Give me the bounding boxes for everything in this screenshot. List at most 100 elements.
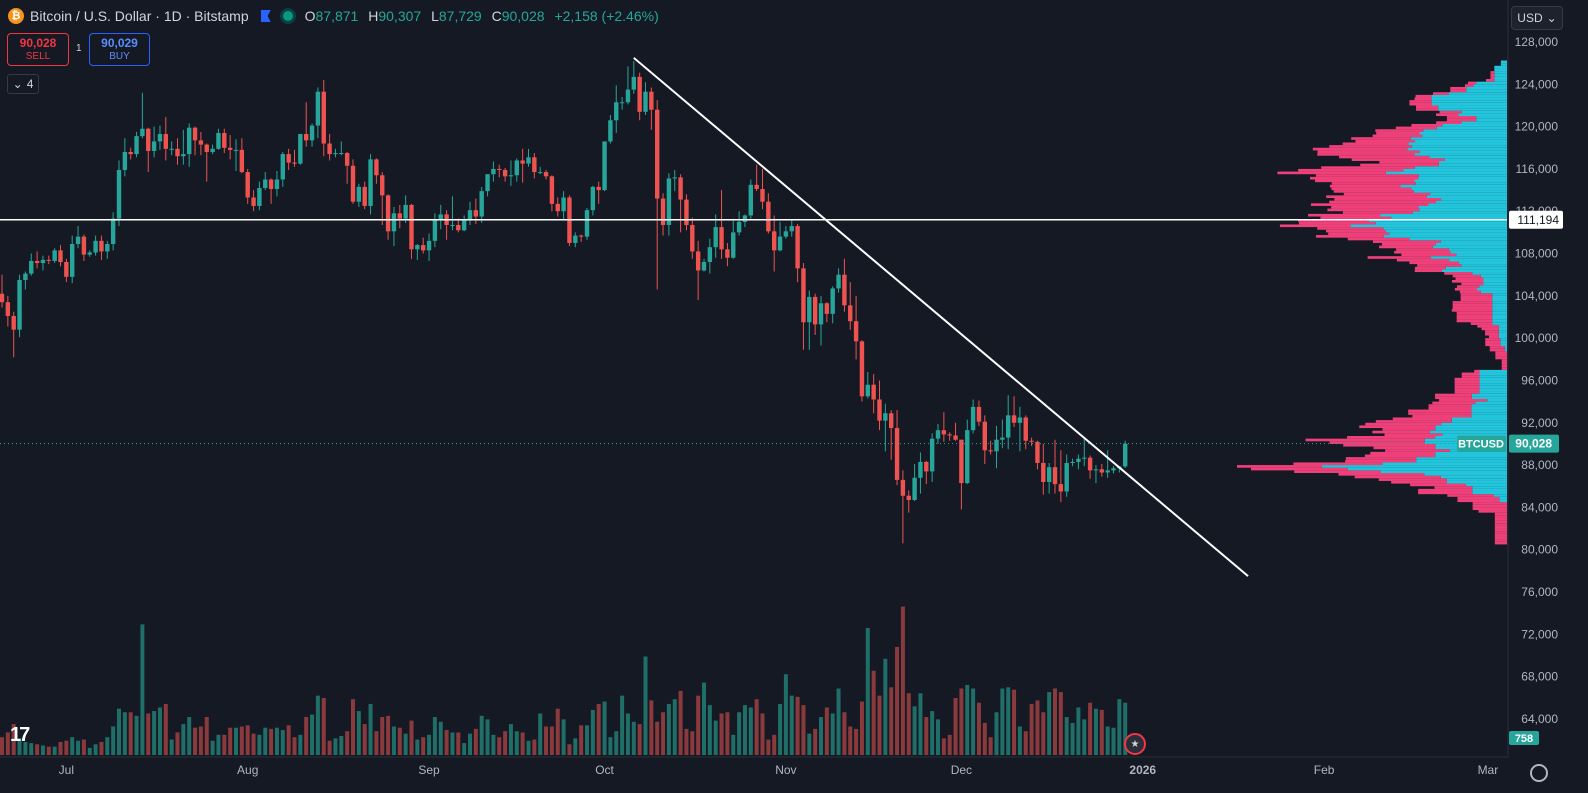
- volume-bar: [286, 725, 291, 755]
- volume-bar: [684, 728, 689, 755]
- order-quantity[interactable]: 1: [76, 43, 82, 54]
- candle-body: [941, 430, 947, 435]
- volume-profile-up-bar: [1504, 346, 1507, 349]
- volume-bar: [924, 717, 929, 755]
- volume-profile-up-bar: [1471, 396, 1507, 399]
- volume-profile-up-bar: [1441, 269, 1507, 273]
- volume-profile-down-bar: [1485, 79, 1495, 82]
- volume-bar: [427, 734, 432, 755]
- volume-profile-up-bar: [1347, 467, 1507, 471]
- volume-bar: [468, 733, 472, 755]
- volume-profile-down-bar: [1455, 277, 1484, 280]
- y-tick-label: 76,000: [1521, 585, 1558, 599]
- volume-profile-up-bar: [1375, 221, 1507, 225]
- volume-profile-up-bar: [1461, 110, 1507, 114]
- candle-body: [959, 439, 964, 484]
- bitcoin-icon: ₿: [8, 8, 24, 24]
- volume-bar: [795, 696, 800, 755]
- volume-profile-down-bar: [1317, 153, 1415, 156]
- candle-body: [543, 172, 549, 177]
- candle-body: [1029, 440, 1034, 442]
- us-flag-event-icon[interactable]: ★: [1124, 733, 1146, 755]
- flag-icon[interactable]: [260, 10, 271, 22]
- sell-button[interactable]: 90,028 SELL: [7, 33, 69, 66]
- volume-bar: [52, 746, 57, 755]
- volume-bar: [251, 733, 256, 755]
- volume-bar: [696, 695, 701, 755]
- volume-bar: [649, 700, 654, 755]
- tradingview-logo-icon[interactable]: 17: [10, 724, 30, 746]
- volume-profile-up-bar: [1431, 97, 1507, 101]
- volume-bar: [5, 732, 10, 755]
- volume-bar: [965, 684, 970, 755]
- candle-body: [374, 159, 379, 176]
- volume-bar: [889, 687, 894, 755]
- volume-bar: [234, 727, 238, 755]
- volume-profile-down-bar: [1454, 377, 1480, 381]
- volume-bar: [292, 737, 297, 755]
- currency-select[interactable]: USD ⌄: [1511, 6, 1563, 30]
- volume-profile-down-bar: [1325, 229, 1386, 233]
- volume-bar: [731, 734, 736, 755]
- volume-profile-down-bar: [1375, 129, 1424, 132]
- candle-body: [187, 127, 192, 155]
- candle-body: [760, 189, 765, 202]
- candle-body: [356, 186, 362, 202]
- volume-bar: [386, 715, 391, 755]
- volume-profile-down-bar: [1334, 198, 1442, 201]
- volume-bar: [625, 713, 630, 755]
- candle-body: [210, 148, 215, 152]
- volume-profile-down-bar: [1501, 364, 1507, 368]
- volume-profile-down-bar: [1494, 536, 1507, 540]
- volume-profile-down-bar: [1450, 86, 1467, 90]
- candle-body: [251, 197, 256, 206]
- volume-profile-up-bar: [1466, 86, 1507, 90]
- volume-bar: [444, 730, 449, 755]
- volume-profile-down-bar: [1501, 359, 1507, 362]
- volume-profile-up-bar: [1448, 248, 1507, 251]
- x-tick-label: Oct: [595, 763, 614, 777]
- volume-profile-down-bar: [1237, 465, 1322, 468]
- volume-profile-up-bar: [1446, 478, 1507, 481]
- volume-bar: [1023, 731, 1028, 755]
- candle-body: [912, 477, 917, 500]
- volume-profile-up-bar: [1416, 457, 1507, 460]
- volume-profile-up-bar: [1419, 131, 1507, 135]
- candle-body: [473, 210, 479, 217]
- candle-body: [421, 245, 426, 251]
- candle-body: [684, 199, 689, 225]
- candle-body: [514, 160, 519, 176]
- volume-bar: [865, 627, 870, 755]
- candle-body: [1011, 415, 1017, 423]
- volume-profile-up-bar: [1480, 274, 1507, 278]
- volume-profile-down-bar: [1472, 507, 1507, 511]
- volume-profile-down-bar: [1347, 237, 1410, 241]
- gear-icon[interactable]: [1530, 764, 1548, 782]
- candle-body: [608, 120, 613, 142]
- volume-profile-up-bar: [1494, 73, 1507, 77]
- buy-button[interactable]: 90,029 BUY: [89, 33, 150, 66]
- volume-profile-up-bar: [1424, 473, 1507, 476]
- volume-profile-up-bar: [1441, 198, 1507, 201]
- volume-profile-down-bar: [1279, 224, 1351, 228]
- x-tick-label: Nov: [775, 763, 796, 777]
- volume-profile-up-bar: [1412, 211, 1507, 214]
- volume-bar: [245, 725, 250, 755]
- volume-bar: [1076, 707, 1081, 755]
- volume-profile-down-bar: [1474, 369, 1480, 373]
- volume-profile-down-bar: [1450, 89, 1467, 93]
- candle-body: [456, 224, 461, 231]
- indicators-toggle-button[interactable]: ⌄ 4: [7, 74, 39, 94]
- volume-profile-down-bar: [1372, 430, 1431, 434]
- volume-bar: [380, 717, 385, 755]
- volume-profile-down-bar: [1452, 274, 1481, 278]
- candle-body: [801, 268, 806, 323]
- volume-bar: [1064, 717, 1069, 755]
- volume-profile-down-bar: [1315, 235, 1384, 238]
- candle-body: [1017, 417, 1023, 423]
- symbol-title[interactable]: Bitcoin / U.S. Dollar · 1D · Bitstamp: [30, 8, 249, 24]
- y-tick-label: 108,000: [1515, 247, 1559, 261]
- candle-body: [268, 179, 274, 190]
- candle-body: [859, 341, 865, 397]
